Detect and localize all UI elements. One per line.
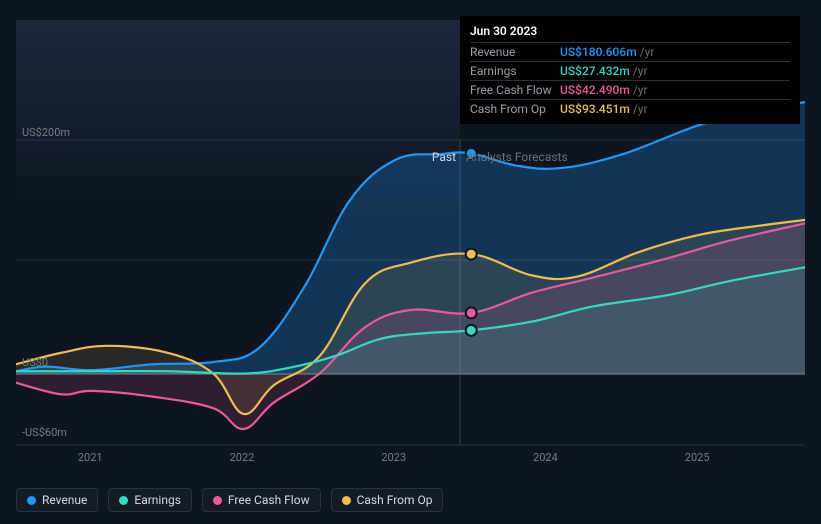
- tooltip-row-unit: /yr: [640, 45, 655, 59]
- legend-dot-icon: [119, 496, 128, 505]
- legend-item-earnings[interactable]: Earnings: [108, 488, 192, 512]
- y-tick-label: US$0: [22, 356, 48, 369]
- x-tick-label: 2024: [533, 451, 558, 464]
- tooltip-row: Cash From OpUS$93.451m/yr: [470, 99, 790, 118]
- tooltip-date: Jun 30 2023: [470, 22, 790, 42]
- past-label: Past: [400, 150, 456, 164]
- tooltip-row-value: US$27.432m: [560, 64, 630, 78]
- tooltip-row: EarningsUS$27.432m/yr: [470, 61, 790, 80]
- series-marker-cash-from-op: [466, 249, 477, 260]
- legend-item-revenue[interactable]: Revenue: [16, 488, 98, 512]
- tooltip-row: Free Cash FlowUS$42.490m/yr: [470, 80, 790, 99]
- y-tick-label: -US$60m: [22, 426, 67, 439]
- legend-item-label: Earnings: [134, 493, 181, 507]
- x-tick-label: 2025: [685, 451, 710, 464]
- x-tick-label: 2022: [230, 451, 255, 464]
- tooltip-row-label: Earnings: [470, 64, 560, 78]
- chart-tooltip: Jun 30 2023 RevenueUS$180.606m/yrEarning…: [460, 16, 800, 124]
- y-tick-label: US$200m: [22, 126, 70, 139]
- series-marker-earnings: [466, 325, 477, 336]
- tooltip-row-value: US$93.451m: [560, 102, 630, 116]
- tooltip-row: RevenueUS$180.606m/yr: [470, 42, 790, 61]
- legend-dot-icon: [213, 496, 222, 505]
- x-tick-label: 2021: [78, 451, 103, 464]
- tooltip-row-unit: /yr: [633, 83, 648, 97]
- series-marker-free-cash-flow: [466, 307, 477, 318]
- financials-chart: US$200m US$0 -US$60m 2021 2022 2023 2024 202…: [0, 0, 821, 524]
- legend-item-free-cash-flow[interactable]: Free Cash Flow: [202, 488, 321, 512]
- tooltip-row-label: Revenue: [470, 45, 560, 59]
- legend-item-label: Revenue: [42, 493, 87, 507]
- legend-item-label: Free Cash Flow: [228, 493, 310, 507]
- legend-item-cash-from-op[interactable]: Cash From Op: [331, 488, 444, 512]
- legend-dot-icon: [27, 496, 36, 505]
- tooltip-row-value: US$180.606m: [560, 45, 637, 59]
- x-tick-label: 2023: [381, 451, 406, 464]
- tooltip-row-unit: /yr: [633, 102, 648, 116]
- tooltip-row-label: Free Cash Flow: [470, 83, 560, 97]
- legend-item-label: Cash From Op: [357, 493, 433, 507]
- tooltip-row-label: Cash From Op: [470, 102, 560, 116]
- legend-dot-icon: [342, 496, 351, 505]
- chart-legend: Revenue Earnings Free Cash Flow Cash From O…: [16, 488, 443, 512]
- tooltip-row-unit: /yr: [633, 64, 648, 78]
- forecast-label: Analysts Forecasts: [466, 150, 568, 164]
- tooltip-row-value: US$42.490m: [560, 83, 630, 97]
